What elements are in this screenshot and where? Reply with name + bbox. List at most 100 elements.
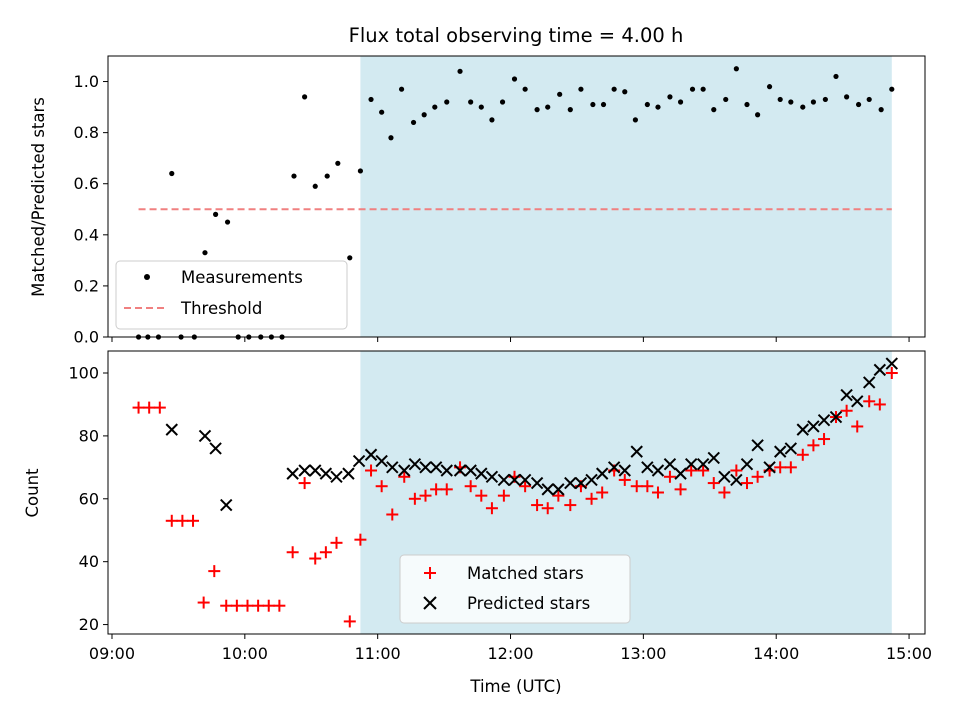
predicted-star-point [607, 461, 621, 474]
measurement-point [689, 86, 696, 92]
legend-measurements-label: Measurements [181, 268, 303, 287]
y-tick-label: 60 [79, 489, 99, 508]
measurement-point [478, 104, 484, 110]
matched-star-point [863, 395, 876, 408]
matched-star-point [319, 546, 332, 559]
matched-star-point [230, 599, 243, 612]
matched-star-point [153, 401, 166, 414]
predicted-star-point [375, 454, 388, 468]
predicted-star-point [319, 467, 333, 480]
predicted-star-point [763, 461, 776, 474]
matched-star-point [408, 492, 421, 505]
measurement-point [667, 94, 673, 100]
predicted-star-point [651, 464, 665, 477]
predicted-star-point [630, 445, 643, 458]
predicted-star-point [684, 457, 698, 471]
measurement-point [224, 219, 231, 225]
top-legend-box [115, 260, 348, 330]
predicted-star-point [298, 464, 311, 477]
matched-star-point [774, 461, 787, 474]
matched-star-point [519, 480, 532, 493]
matched-star-point [165, 514, 178, 527]
predicted-star-point [829, 410, 843, 424]
matched-star-point [197, 596, 210, 609]
matched-star-point [419, 489, 432, 502]
measurement-point [499, 99, 506, 105]
matched-star-point [796, 448, 809, 461]
matched-star-point [618, 473, 631, 486]
predicted-star-point [885, 357, 898, 370]
matched-star-point [585, 492, 598, 505]
legend-threshold-label: Threshold [180, 299, 262, 318]
matched-star-point [840, 404, 853, 417]
top-x-ticks [111, 337, 910, 342]
predicted-star-point [408, 457, 422, 471]
matched-star-point [252, 599, 265, 612]
matched-star-point [873, 398, 886, 411]
matched-star-point [464, 480, 477, 493]
measurement-point [213, 211, 219, 217]
measurement-point [590, 101, 596, 108]
predicted-star-point [464, 464, 477, 477]
predicted-star-point [286, 467, 299, 480]
predicted-star-point [784, 442, 798, 455]
predicted-star-point [209, 442, 222, 455]
measurement-point [810, 99, 817, 105]
legend-matched-marker [424, 567, 436, 579]
matched-star-point [343, 615, 356, 628]
x-tick-label: 09:00 [89, 644, 135, 663]
measurement-point [644, 101, 650, 108]
matched-star-point [208, 565, 221, 578]
bottom-x-axis: 09:00 10:00 11:00 12:00 13:00 14:00 15:00 [89, 634, 932, 663]
predicted-star-point [817, 413, 831, 427]
measurement-point [744, 101, 750, 108]
predicted-star-point [663, 457, 677, 471]
measurement-point [723, 96, 729, 103]
predicted-star-point [641, 461, 654, 474]
matched-star-point [531, 499, 544, 512]
y-tick-label: 0.6 [74, 174, 99, 193]
measurement-point [766, 84, 773, 90]
matched-star-point [497, 489, 510, 502]
matched-star-point [807, 439, 820, 452]
measurement-point [878, 107, 884, 113]
matched-star-point [273, 599, 286, 612]
predicted-star-point [497, 473, 511, 487]
measurement-point [677, 99, 684, 105]
matched-star-point [430, 483, 443, 496]
matched-star-point [398, 470, 411, 483]
x-tick-label: 13:00 [620, 644, 666, 663]
y-tick-label: 40 [79, 552, 99, 571]
matched-star-point [751, 470, 764, 483]
predicted-star-point [453, 464, 467, 477]
matched-star-point [365, 464, 378, 477]
measurement-point [700, 86, 706, 92]
predicted-star-point [707, 451, 720, 465]
predicted-star-point [730, 473, 743, 487]
matched-star-point [718, 486, 731, 499]
predicted-star-point [618, 464, 631, 477]
measurement-point [511, 76, 518, 82]
matched-star-point [262, 599, 275, 612]
predicted-star-point [595, 467, 609, 480]
predicted-star-point [309, 464, 322, 477]
x-tick-label: 11:00 [355, 644, 401, 663]
measurement-point [611, 86, 617, 92]
top-panel: 0.0 0.2 0.4 0.6 0.8 1.0 Matched/Predicted sta… [29, 55, 926, 347]
matched-star-point [541, 502, 554, 515]
measurement-point [534, 107, 540, 113]
predicted-star-point [740, 457, 754, 471]
bottom-legend-box [399, 554, 631, 624]
matched-star-point [552, 489, 565, 502]
measurement-point [557, 91, 563, 97]
matched-star-point [143, 401, 156, 414]
y-tick-label: 80 [79, 426, 99, 445]
measurement-point [655, 104, 661, 110]
measurement-point [202, 250, 208, 256]
measurement-point [169, 170, 175, 177]
measurement-point [335, 160, 341, 166]
measurement-point [388, 135, 394, 141]
matched-star-point [485, 502, 498, 515]
matched-star-point [630, 480, 643, 493]
matched-star-point [707, 477, 720, 490]
